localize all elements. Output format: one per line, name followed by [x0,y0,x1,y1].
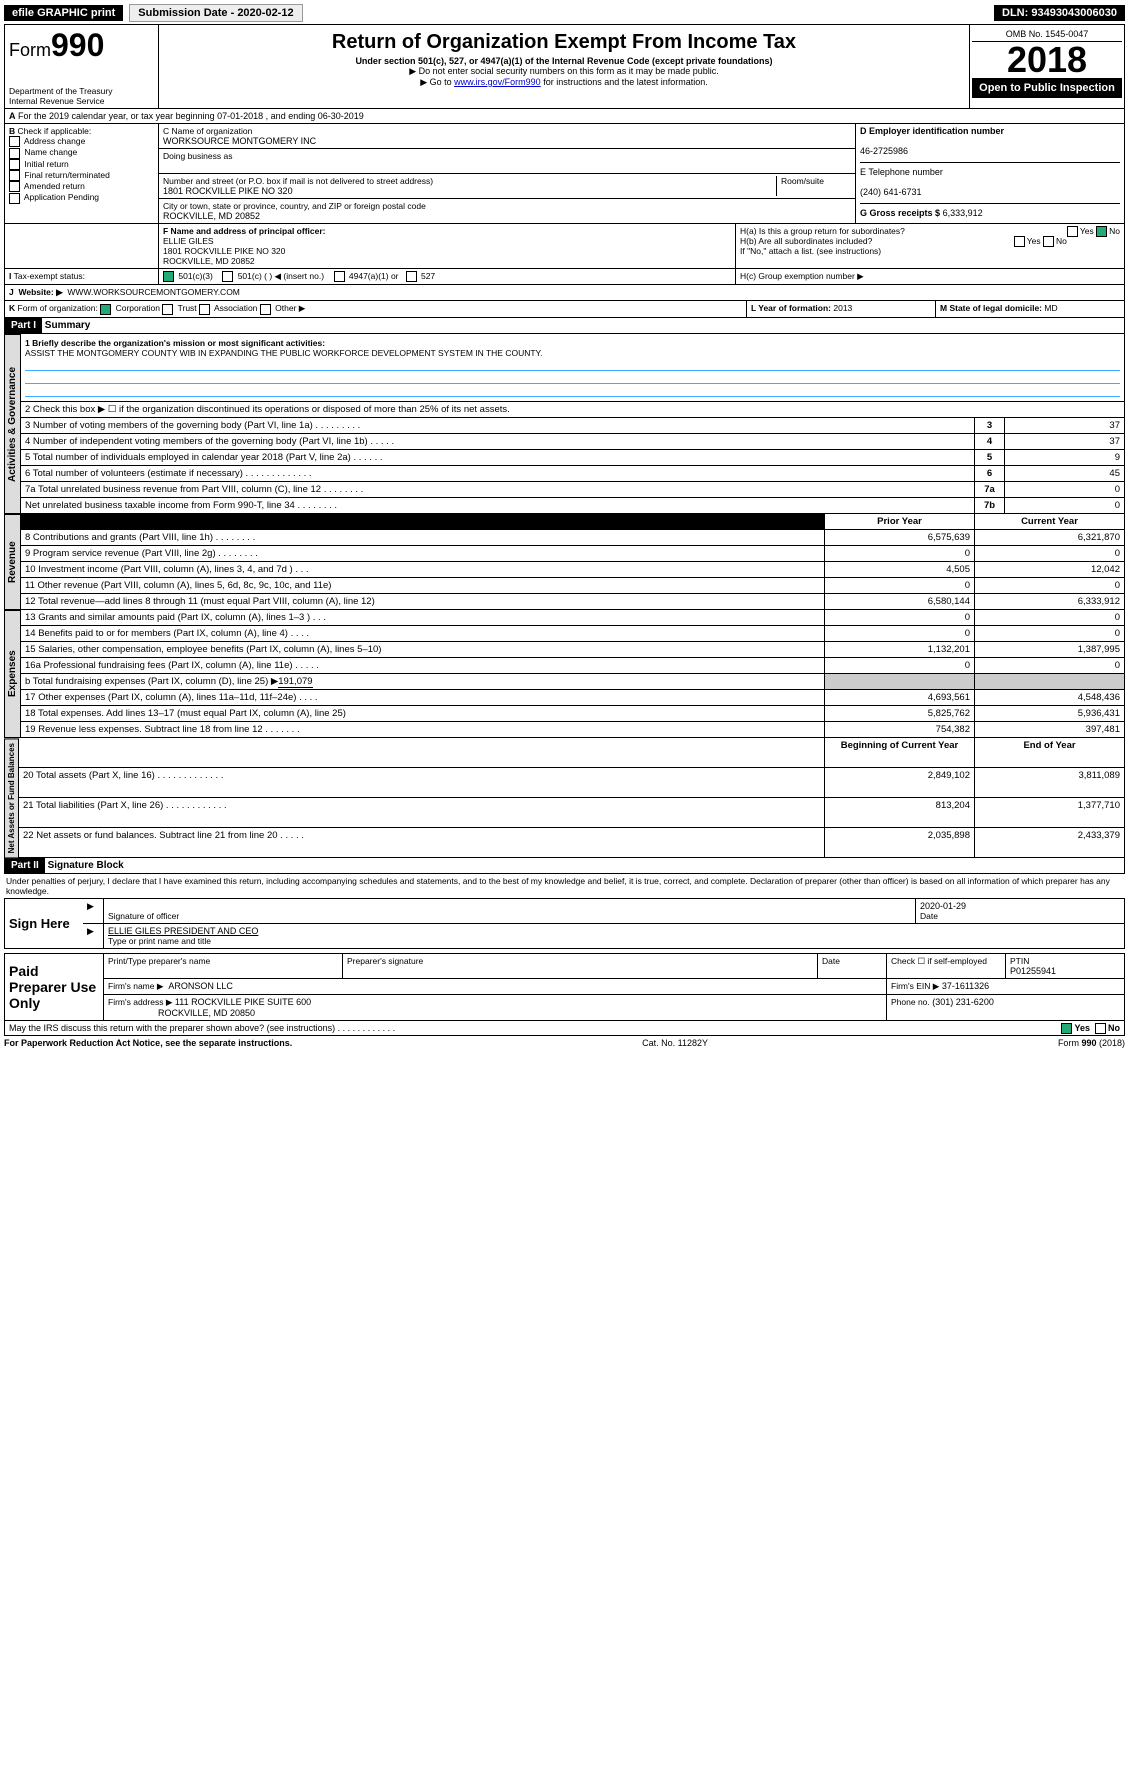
tab-expenses: Expenses [4,610,21,738]
ptin: P01255941 [1010,966,1056,976]
checkbox-4947[interactable] [334,271,345,282]
checkbox-other[interactable] [260,304,271,315]
tax-year: 2018 [972,42,1122,78]
firm-addr: 111 ROCKVILLE PIKE SUITE 600 [175,997,311,1007]
checkbox-assoc[interactable] [199,304,210,315]
row-a: A For the 2019 calendar year, or tax yea… [4,109,1125,124]
v3: 37 [1005,418,1125,434]
footer: For Paperwork Reduction Act Notice, see … [4,1038,1125,1048]
year-formation: 2013 [833,303,852,313]
subtitle-2: ▶ Do not enter social security numbers o… [163,66,965,77]
dln: DLN: 93493043006030 [994,5,1125,21]
entity-block: B Check if applicable: Address change Na… [4,124,1125,224]
irs-link[interactable]: www.irs.gov/Form990 [454,77,541,87]
org-name: WORKSOURCE MONTGOMERY INC [163,136,316,146]
subtitle-3: ▶ Go to www.irs.gov/Form990 for instruct… [163,77,965,88]
paid-preparer-block: Paid Preparer Use Only Print/Type prepar… [4,953,1125,1021]
website: WWW.WORKSOURCEMONTGOMERY.COM [67,287,240,297]
discuss-yes[interactable] [1061,1023,1072,1034]
org-city: ROCKVILLE, MD 20852 [163,211,260,221]
checkbox-501c[interactable] [222,271,233,282]
expenses-section: Expenses 13 Grants and similar amounts p… [4,610,1125,738]
ein: 46-2725986 [860,146,908,156]
tab-revenue: Revenue [4,514,21,610]
discuss-no[interactable] [1095,1023,1106,1034]
discuss-row: May the IRS discuss this return with the… [4,1021,1125,1036]
row-i: I Tax-exempt status: 501(c)(3) 501(c) ( … [4,269,1125,285]
tab-netassets: Net Assets or Fund Balances [4,738,19,858]
row-klm: K Form of organization: Corporation Trus… [4,301,1125,317]
part1-header: Part I Summary [4,318,1125,334]
officer-name: ELLIE GILES [163,236,214,246]
form-ref: Form 990 (2018) [1058,1038,1125,1048]
subtitle-1: Under section 501(c), 527, or 4947(a)(1)… [163,56,965,66]
firm-ein: 37-1611326 [942,981,989,991]
sign-here-block: Sign Here ▶ Signature of officer 2020-01… [4,898,1125,949]
checkbox-trust[interactable] [162,304,173,315]
officer-sig-name: ELLIE GILES PRESIDENT AND CEO [108,926,258,936]
v7a: 0 [1005,482,1125,498]
firm-phone: (301) 231-6200 [932,997,994,1007]
gross-receipts: 6,333,912 [943,208,983,218]
checkbox-corp[interactable] [100,304,111,315]
firm-name: ARONSON LLC [168,981,233,991]
submission-date: Submission Date - 2020-02-12 [129,4,302,22]
form-number: Form990 [9,27,154,64]
sign-date: 2020-01-29 [920,901,966,911]
v6: 45 [1005,466,1125,482]
mission: ASSIST THE MONTGOMERY COUNTY WIB IN EXPA… [25,348,1120,358]
governance-section: Activities & Governance 1 Briefly descri… [4,334,1125,514]
checkbox-501c3[interactable] [163,271,174,282]
row-j: J Website: ▶ WWW.WORKSOURCEMONTGOMERY.CO… [4,285,1125,301]
form-title: Return of Organization Exempt From Incom… [163,31,965,54]
netassets-section: Net Assets or Fund Balances Beginning of… [4,738,1125,858]
revenue-section: Revenue Prior YearCurrent Year 8 Contrib… [4,514,1125,610]
checkbox-527[interactable] [406,271,417,282]
v7b: 0 [1005,498,1125,514]
v4: 37 [1005,434,1125,450]
perjury: Under penalties of perjury, I declare th… [4,874,1125,898]
efile-button[interactable]: efile GRAPHIC print [4,5,123,21]
part2-header: Part II Signature Block [4,858,1125,874]
row-fh: F Name and address of principal officer:… [4,224,1125,269]
form-header: Form990 Department of the Treasury Inter… [4,24,1125,109]
phone: (240) 641-6731 [860,187,922,197]
domicile: MD [1044,303,1057,313]
top-bar: efile GRAPHIC print Submission Date - 20… [4,4,1125,22]
v5: 9 [1005,450,1125,466]
open-inspection: Open to Public Inspection [972,78,1122,98]
org-address: 1801 ROCKVILLE PIKE NO 320 [163,186,293,196]
tab-governance: Activities & Governance [4,334,21,514]
dept: Department of the Treasury Internal Reve… [9,86,154,106]
